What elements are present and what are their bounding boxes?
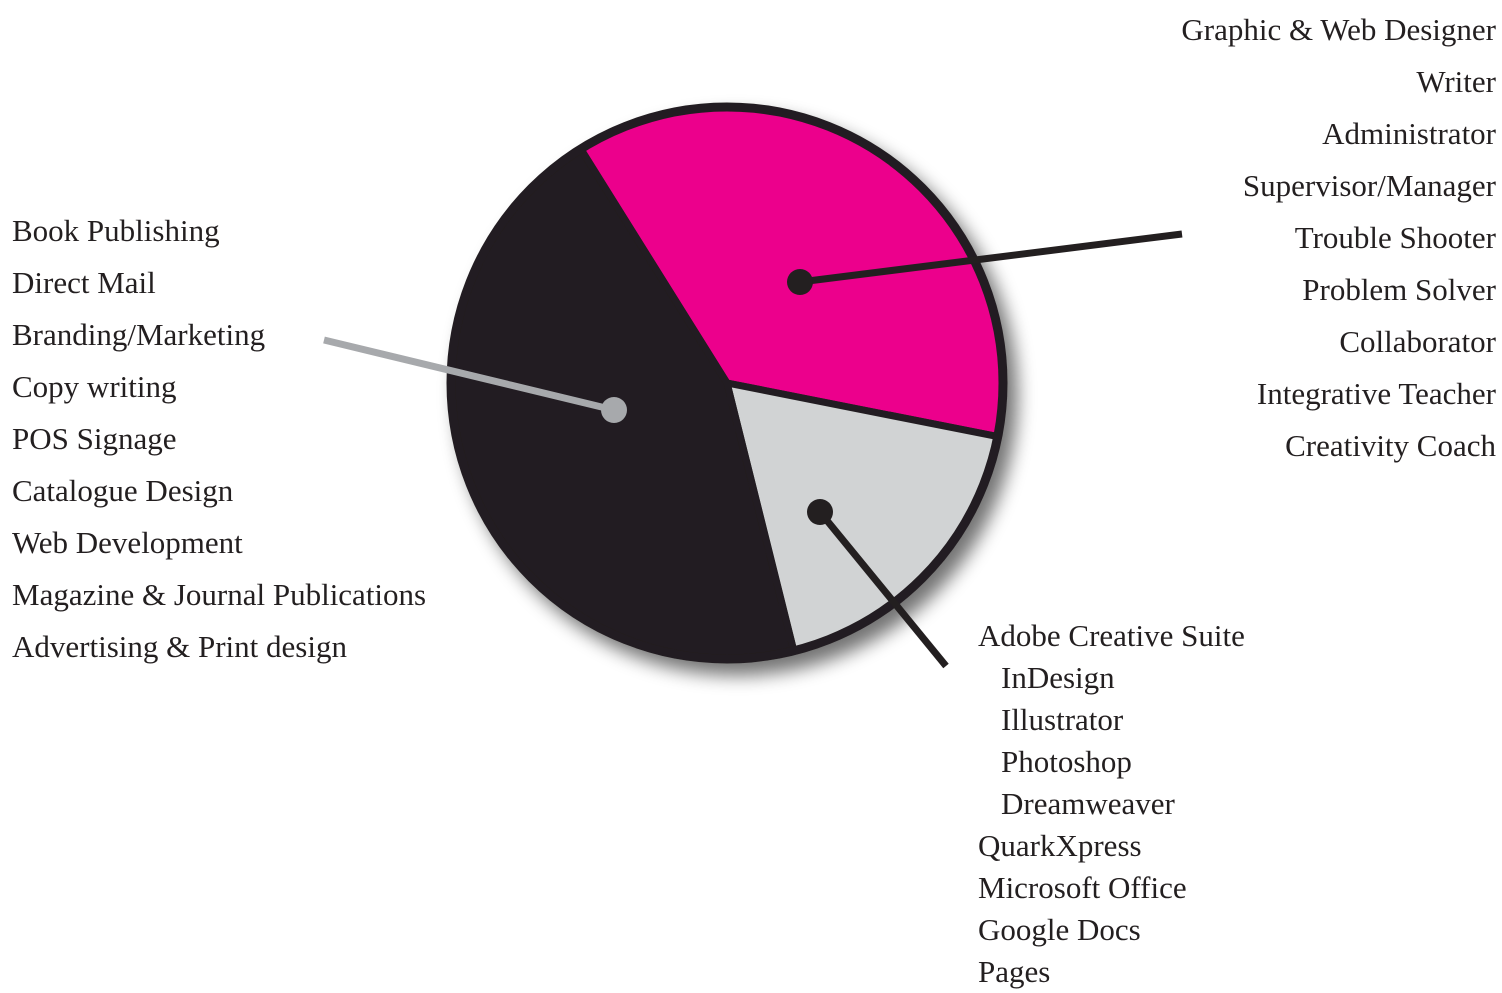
software-list: Adobe Creative Suite InDesign Illustrato… bbox=[978, 615, 1245, 993]
services-item: Copy writing bbox=[12, 369, 177, 404]
software-item: Microsoft Office bbox=[978, 870, 1187, 905]
roles-item: Administrator bbox=[1322, 116, 1496, 151]
services-item: Web Development bbox=[12, 525, 243, 560]
services-item: POS Signage bbox=[12, 421, 177, 456]
services-list: Book Publishing Direct Mail Branding/Mar… bbox=[12, 205, 426, 673]
roles-item: Creativity Coach bbox=[1285, 428, 1496, 463]
services-item: Book Publishing bbox=[12, 213, 220, 248]
pointer-services-line bbox=[323, 336, 615, 414]
software-suite-app: Illustrator bbox=[1001, 702, 1124, 737]
roles-item: Graphic & Web Designer bbox=[1181, 12, 1496, 47]
services-item: Direct Mail bbox=[12, 265, 156, 300]
services-item: Advertising & Print design bbox=[12, 629, 347, 664]
roles-item: Problem Solver bbox=[1302, 272, 1496, 307]
pointer-lines bbox=[323, 230, 1183, 669]
software-suite-app: Dreamweaver bbox=[1001, 786, 1175, 821]
pointer-roles-dot bbox=[787, 269, 813, 295]
roles-item: Trouble Shooter bbox=[1294, 220, 1496, 255]
services-item: Magazine & Journal Publications bbox=[12, 577, 427, 612]
roles-item: Integrative Teacher bbox=[1256, 376, 1496, 411]
software-item: QuarkXpress bbox=[978, 828, 1142, 863]
software-item: Google Docs bbox=[978, 912, 1141, 947]
pointer-software-dot bbox=[807, 499, 833, 525]
pointer-roles-line bbox=[799, 230, 1183, 286]
software-suite-app: InDesign bbox=[1001, 660, 1115, 695]
roles-item: Supervisor/Manager bbox=[1242, 168, 1496, 203]
pie-outline bbox=[446, 102, 1008, 664]
software-suite-title: Adobe Creative Suite bbox=[978, 618, 1245, 653]
roles-item: Collaborator bbox=[1339, 324, 1496, 359]
services-item: Catalogue Design bbox=[12, 473, 234, 508]
services-item: Branding/Marketing bbox=[12, 317, 266, 352]
pie-chart bbox=[446, 102, 1008, 664]
roles-item: Writer bbox=[1416, 64, 1496, 99]
software-suite-app: Photoshop bbox=[1001, 744, 1132, 779]
pointer-software-line bbox=[817, 509, 949, 669]
roles-list: Graphic & Web Designer Writer Administra… bbox=[1181, 4, 1496, 472]
pointer-services-dot bbox=[601, 397, 627, 423]
software-item: Pages bbox=[978, 954, 1051, 989]
